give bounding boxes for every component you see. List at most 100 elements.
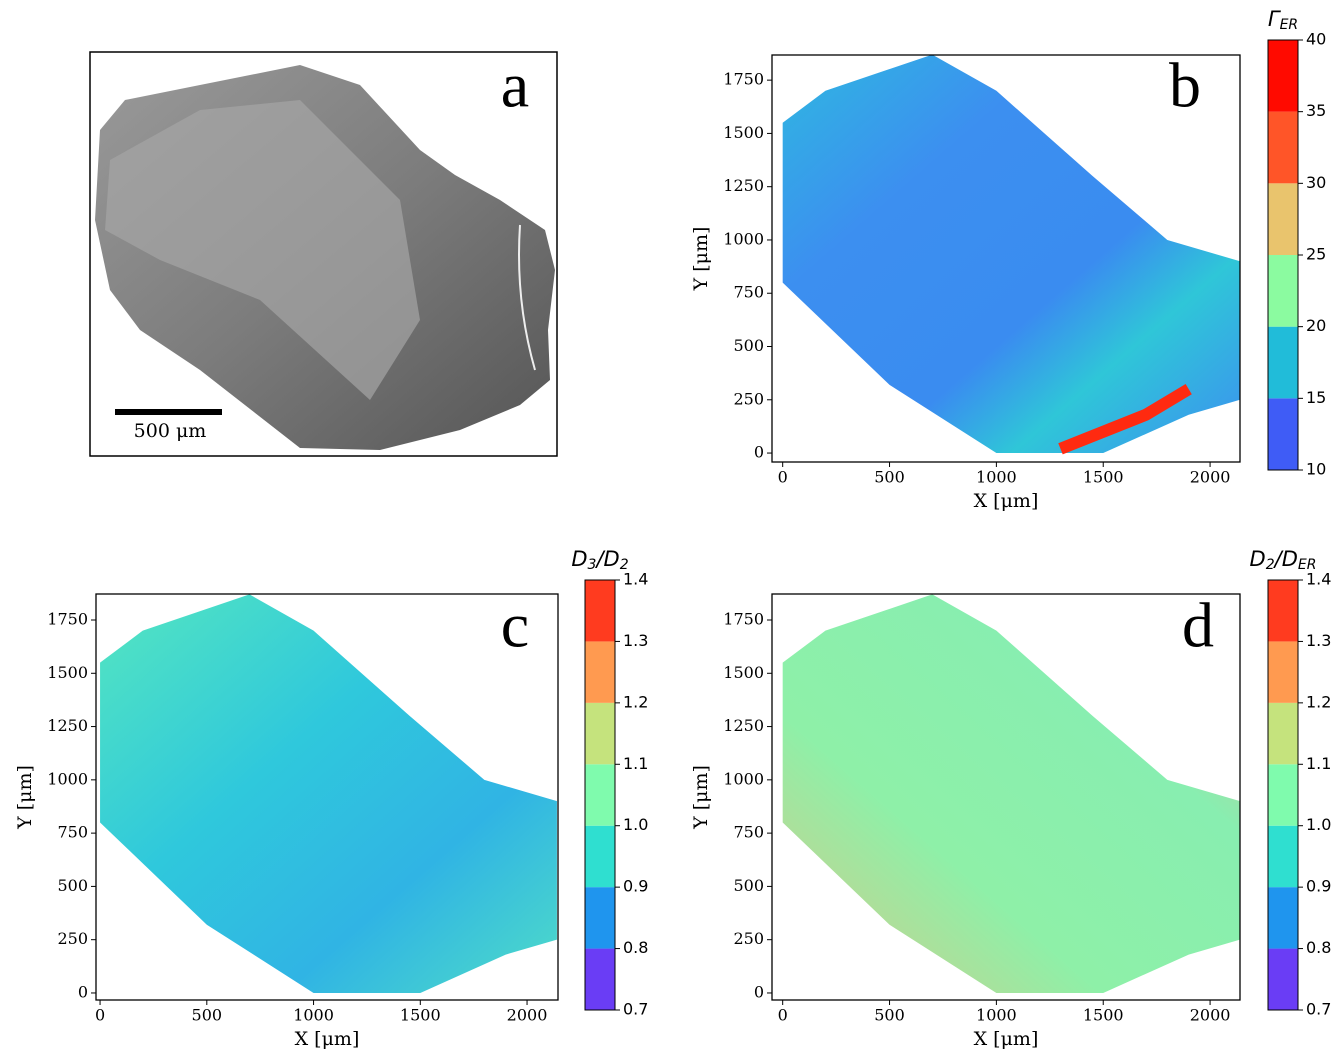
colorbar-tick-label: 20 <box>1306 316 1326 335</box>
figure: a500 μmb05001000150020000250500750100012… <box>0 0 1340 1055</box>
y-tick-label: 1250 <box>723 716 764 735</box>
colorbar-tick-label: 30 <box>1306 173 1326 192</box>
colorbar-tick-label: 15 <box>1306 388 1326 407</box>
colorbar-band <box>1268 112 1298 184</box>
colorbar-band <box>1268 641 1298 702</box>
colorbar-tick-label: 1.1 <box>1306 754 1331 773</box>
colorbar-label-part: D <box>571 547 587 571</box>
colorbar-tick-label: 1.2 <box>623 692 648 711</box>
x-tick-label: 1500 <box>400 1006 441 1025</box>
y-axis-label: Y [μm] <box>690 227 712 292</box>
colorbar-label-part: ER <box>1280 17 1299 33</box>
y-tick-label: 750 <box>733 823 764 842</box>
x-tick-label: 1000 <box>293 1006 334 1025</box>
x-tick-label: 0 <box>778 1006 788 1025</box>
colorbar-label: ΓER <box>1268 7 1298 33</box>
y-tick-label: 250 <box>733 389 764 408</box>
colorbar-band <box>585 826 615 887</box>
x-tick-label: 2000 <box>1190 468 1231 487</box>
y-tick-label: 0 <box>754 982 764 1001</box>
y-tick-label: 1500 <box>47 663 88 682</box>
y-tick-label: 250 <box>57 929 88 948</box>
heatmap-field <box>783 594 1240 993</box>
colorbar-band <box>585 764 615 825</box>
y-tick-label: 1750 <box>723 70 764 89</box>
colorbar-tick-label: 0.8 <box>1306 938 1331 957</box>
x-tick-label: 0 <box>778 468 788 487</box>
y-tick-label: 0 <box>78 982 88 1001</box>
colorbar-band <box>585 887 615 948</box>
colorbar-label-part: 2 <box>620 557 629 573</box>
y-tick-label: 250 <box>733 929 764 948</box>
colorbar-label-part: 3 <box>588 557 597 573</box>
colorbar-tick-label: 40 <box>1306 30 1326 49</box>
y-tick-label: 1500 <box>723 123 764 142</box>
colorbar-band <box>585 641 615 702</box>
panel-label: b <box>1169 50 1201 121</box>
colorbar-tick-label: 10 <box>1306 460 1326 479</box>
y-tick-label: 1000 <box>47 769 88 788</box>
colorbar-band <box>585 703 615 764</box>
scale-bar <box>115 409 222 415</box>
colorbar-band <box>1268 580 1298 641</box>
colorbar-tick-label: 0.7 <box>1306 1000 1331 1019</box>
y-tick-label: 750 <box>57 823 88 842</box>
panel-label: c <box>501 590 529 661</box>
panel-label: a <box>501 50 529 121</box>
colorbar-band <box>1268 949 1298 1010</box>
y-tick-label: 1000 <box>723 769 764 788</box>
colorbar-band <box>1268 703 1298 764</box>
y-axis-label: Y [μm] <box>690 765 712 830</box>
y-tick-label: 0 <box>754 443 764 462</box>
colorbar-label-part: /D <box>1273 547 1298 571</box>
colorbar-label-part: 2 <box>1266 557 1275 573</box>
panel-label: d <box>1182 590 1214 661</box>
y-tick-label: 500 <box>733 336 764 355</box>
y-tick-label: 1250 <box>47 716 88 735</box>
y-tick-label: 1750 <box>723 610 764 629</box>
x-axis-label: X [μm] <box>295 1028 360 1050</box>
colorbar-label-part: ER <box>1298 557 1317 573</box>
colorbar-tick-label: 1.3 <box>1306 631 1331 650</box>
colorbar-tick-label: 0.9 <box>623 877 648 896</box>
x-tick-label: 1000 <box>976 1006 1017 1025</box>
colorbar-band <box>1268 887 1298 948</box>
colorbar-band <box>1268 826 1298 887</box>
y-tick-label: 1750 <box>47 610 88 629</box>
colorbar-tick-label: 1.2 <box>1306 692 1331 711</box>
colorbar-tick-label: 1.0 <box>623 815 648 834</box>
y-tick-label: 500 <box>733 876 764 895</box>
colorbar-band <box>1268 183 1298 255</box>
y-tick-label: 1250 <box>723 176 764 195</box>
colorbar-band <box>1268 398 1298 470</box>
colorbar-tick-label: 25 <box>1306 245 1326 264</box>
y-tick-label: 1500 <box>723 663 764 682</box>
x-tick-label: 500 <box>192 1006 223 1025</box>
colorbar-band <box>1268 255 1298 327</box>
colorbar-label: D3/D2 <box>571 547 628 573</box>
colorbar-tick-label: 35 <box>1306 101 1326 120</box>
x-tick-label: 0 <box>95 1006 105 1025</box>
y-tick-label: 500 <box>57 876 88 895</box>
colorbar-label-part: D <box>1250 547 1266 571</box>
heatmap-field <box>100 594 557 993</box>
colorbar-band <box>1268 764 1298 825</box>
x-tick-label: 1500 <box>1083 468 1124 487</box>
x-tick-label: 500 <box>874 468 905 487</box>
x-tick-label: 1500 <box>1083 1006 1124 1025</box>
x-axis-label: X [μm] <box>974 1028 1039 1050</box>
y-tick-label: 1000 <box>723 229 764 248</box>
scale-label: 500 μm <box>134 420 207 442</box>
x-tick-label: 500 <box>874 1006 905 1025</box>
colorbar-tick-label: 0.8 <box>623 938 648 957</box>
y-tick-label: 750 <box>733 283 764 302</box>
colorbar-label-part: /D <box>594 547 619 571</box>
x-tick-label: 1000 <box>976 468 1017 487</box>
x-tick-label: 2000 <box>1190 1006 1231 1025</box>
colorbar-tick-label: 1.3 <box>623 631 648 650</box>
colorbar-band <box>585 580 615 641</box>
colorbar-tick-label: 1.0 <box>1306 815 1331 834</box>
x-axis-label: X [μm] <box>974 490 1039 512</box>
y-axis-label: Y [μm] <box>14 765 36 830</box>
colorbar-band <box>585 949 615 1010</box>
